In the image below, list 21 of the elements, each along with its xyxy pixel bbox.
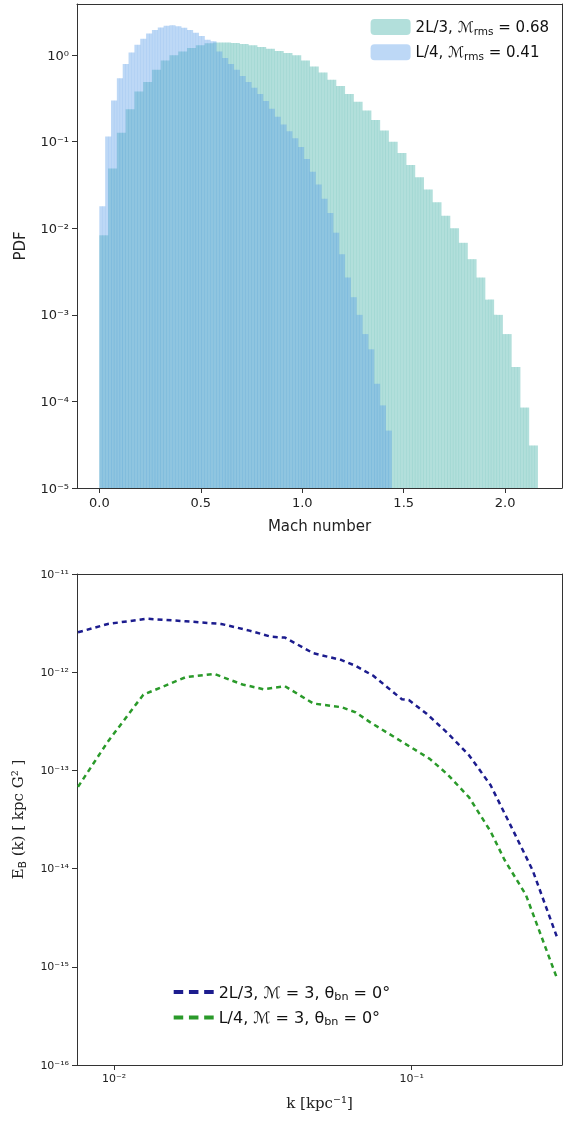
y-tick-label: 10⁻¹⁶ [40,1058,70,1072]
y-tick-label: 10⁰ [47,47,69,63]
x-tick-label: 1.0 [291,495,313,510]
y-axis-title: EB (k) [ kpc G² ] [8,759,28,880]
x-tick-label: 2.0 [494,495,516,510]
y-tick-label: 10⁻¹⁵ [40,960,69,974]
y-tick-label: 10⁻² [40,220,69,236]
y-tick-label: 10⁻¹⁴ [40,862,70,876]
y-tick-label: 10⁻¹ [40,134,69,150]
y-tick-label: 10⁻⁴ [40,393,69,409]
x-axis-title: Mach number [267,516,372,535]
y-tick-label: 10⁻³ [40,307,69,323]
x-tick-label: 0.0 [88,495,110,510]
x-tick-label: 1.5 [393,495,415,510]
x-axis-title: k [kpc⁻¹] [286,1093,353,1112]
y-tick-label: 10⁻¹¹ [40,567,69,581]
y-tick-label: 10⁻¹³ [40,763,69,777]
x-tick-label: 0.5 [190,495,212,510]
y-tick-label: 10⁻¹² [40,665,69,679]
y-axis-title: PDF [10,231,29,261]
y-tick-label: 10⁻⁵ [40,480,69,496]
